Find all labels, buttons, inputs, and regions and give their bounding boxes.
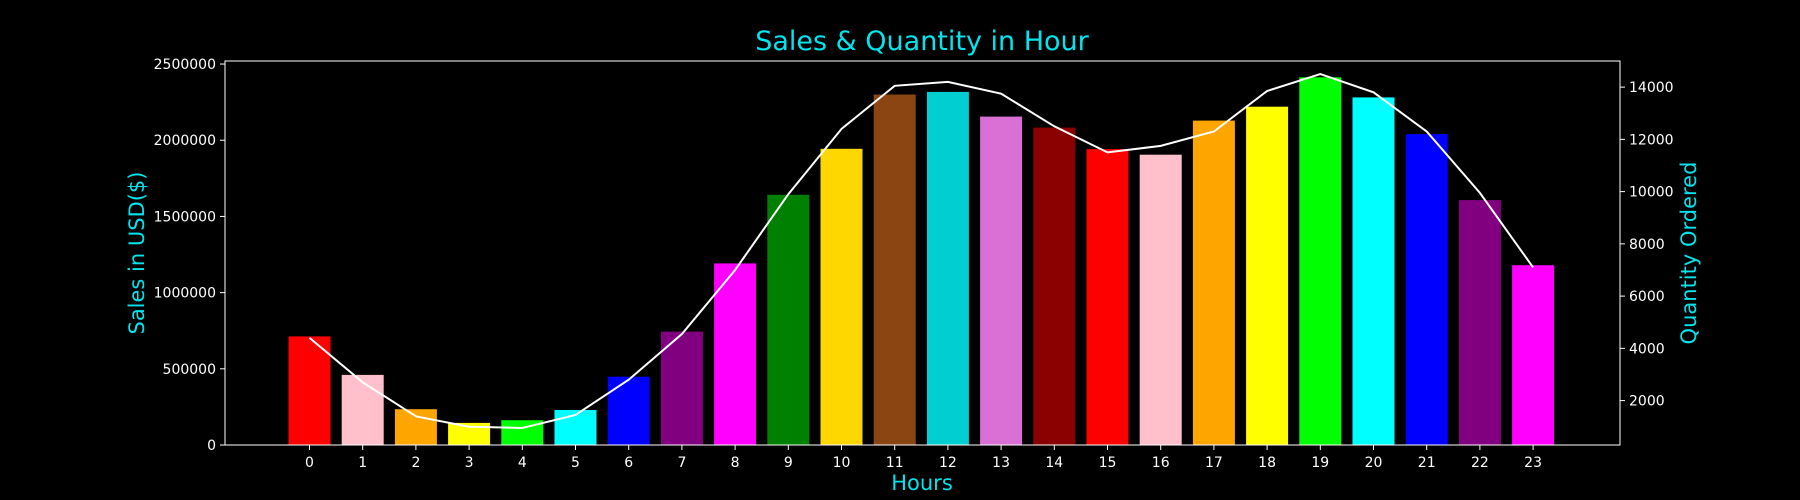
bar-hour-19 <box>1299 77 1342 446</box>
x-axis-label: Hours <box>891 471 953 495</box>
x-tick-label: 5 <box>571 455 580 471</box>
bar-hour-7 <box>660 331 703 445</box>
x-tick-label: 1 <box>358 455 367 471</box>
bar-hour-8 <box>714 263 757 445</box>
bar-hour-18 <box>1246 106 1289 445</box>
x-tick-label: 17 <box>1205 455 1223 471</box>
x-tick-label: 19 <box>1311 455 1329 471</box>
bars-group <box>288 77 1555 446</box>
bar-hour-3 <box>448 422 491 445</box>
quantity-line <box>308 73 1534 430</box>
bar-hour-1 <box>341 374 384 445</box>
x-tick-label: 10 <box>833 455 851 471</box>
bar-hour-11 <box>873 94 916 445</box>
bar-hour-20 <box>1352 97 1395 446</box>
y2-tick-label: 4000 <box>1629 341 1665 357</box>
x-tick-label: 22 <box>1471 455 1489 471</box>
x-tick-label: 7 <box>677 455 686 471</box>
plot-frame <box>224 60 1621 446</box>
y-axis-label: Sales in USD($) <box>125 171 149 334</box>
y2-tick-label: 2000 <box>1629 394 1665 410</box>
x-tick-label: 18 <box>1258 455 1276 471</box>
bar-hour-22 <box>1458 200 1501 445</box>
bar-hour-12 <box>926 91 969 446</box>
bar-hour-6 <box>607 376 650 445</box>
y2-tick-label: 6000 <box>1629 289 1665 305</box>
y-tick-label: 500000 <box>163 362 216 378</box>
y-tick-label: 2500000 <box>154 57 216 73</box>
x-tick-label: 6 <box>624 455 633 471</box>
x-tick-label: 4 <box>518 455 527 471</box>
bar-hour-23 <box>1512 265 1555 445</box>
bar-hour-14 <box>1033 127 1076 445</box>
x-tick-label: 20 <box>1365 455 1383 471</box>
x-tick-label: 8 <box>731 455 740 471</box>
y-tick-label: 1000000 <box>154 286 216 302</box>
bar-hour-13 <box>980 116 1023 445</box>
bar-hour-15 <box>1086 149 1129 445</box>
y-tick-label: 1500000 <box>154 209 216 225</box>
x-tick-label: 11 <box>886 455 904 471</box>
x-axis-ticks: 0 1 2 3 4 5 6 7 8 9 10 11 12 13 14 15 16 17 18 19 20 21 22 23 <box>305 445 1542 471</box>
x-tick-label: 16 <box>1152 455 1170 471</box>
x-tick-label: 9 <box>784 455 793 471</box>
bar-hour-10 <box>820 148 863 446</box>
bar-hour-2 <box>394 409 437 445</box>
x-tick-label: 0 <box>305 455 314 471</box>
x-tick-label: 3 <box>465 455 474 471</box>
quantity-line-group <box>308 73 1534 430</box>
bar-hour-16 <box>1139 154 1182 445</box>
x-tick-label: 2 <box>411 455 420 471</box>
y2-tick-label: 14000 <box>1629 80 1674 96</box>
x-tick-label: 14 <box>1045 455 1063 471</box>
x-tick-label: 12 <box>939 455 957 471</box>
y-tick-label: 2000000 <box>154 133 216 149</box>
bar-hour-0 <box>288 336 331 445</box>
y-axis-ticks: 0 500000 1000000 1500000 2000000 2500000 <box>154 57 225 454</box>
x-tick-label: 21 <box>1418 455 1436 471</box>
y2-tick-label: 8000 <box>1629 237 1665 253</box>
y2-axis-label: Quantity Ordered <box>1677 162 1701 345</box>
y2-tick-label: 12000 <box>1629 132 1674 148</box>
x-tick-label: 15 <box>1099 455 1117 471</box>
bar-hour-9 <box>767 194 810 445</box>
bar-hour-17 <box>1192 120 1235 445</box>
y2-tick-label: 10000 <box>1629 185 1674 201</box>
bar-hour-21 <box>1405 134 1448 445</box>
y2-axis-ticks: 2000 4000 6000 8000 10000 12000 14000 <box>1620 80 1674 410</box>
x-tick-label: 23 <box>1524 455 1542 471</box>
x-tick-label: 13 <box>992 455 1010 471</box>
y-tick-label: 0 <box>207 438 216 454</box>
chart-title: Sales & Quantity in Hour <box>755 26 1089 57</box>
